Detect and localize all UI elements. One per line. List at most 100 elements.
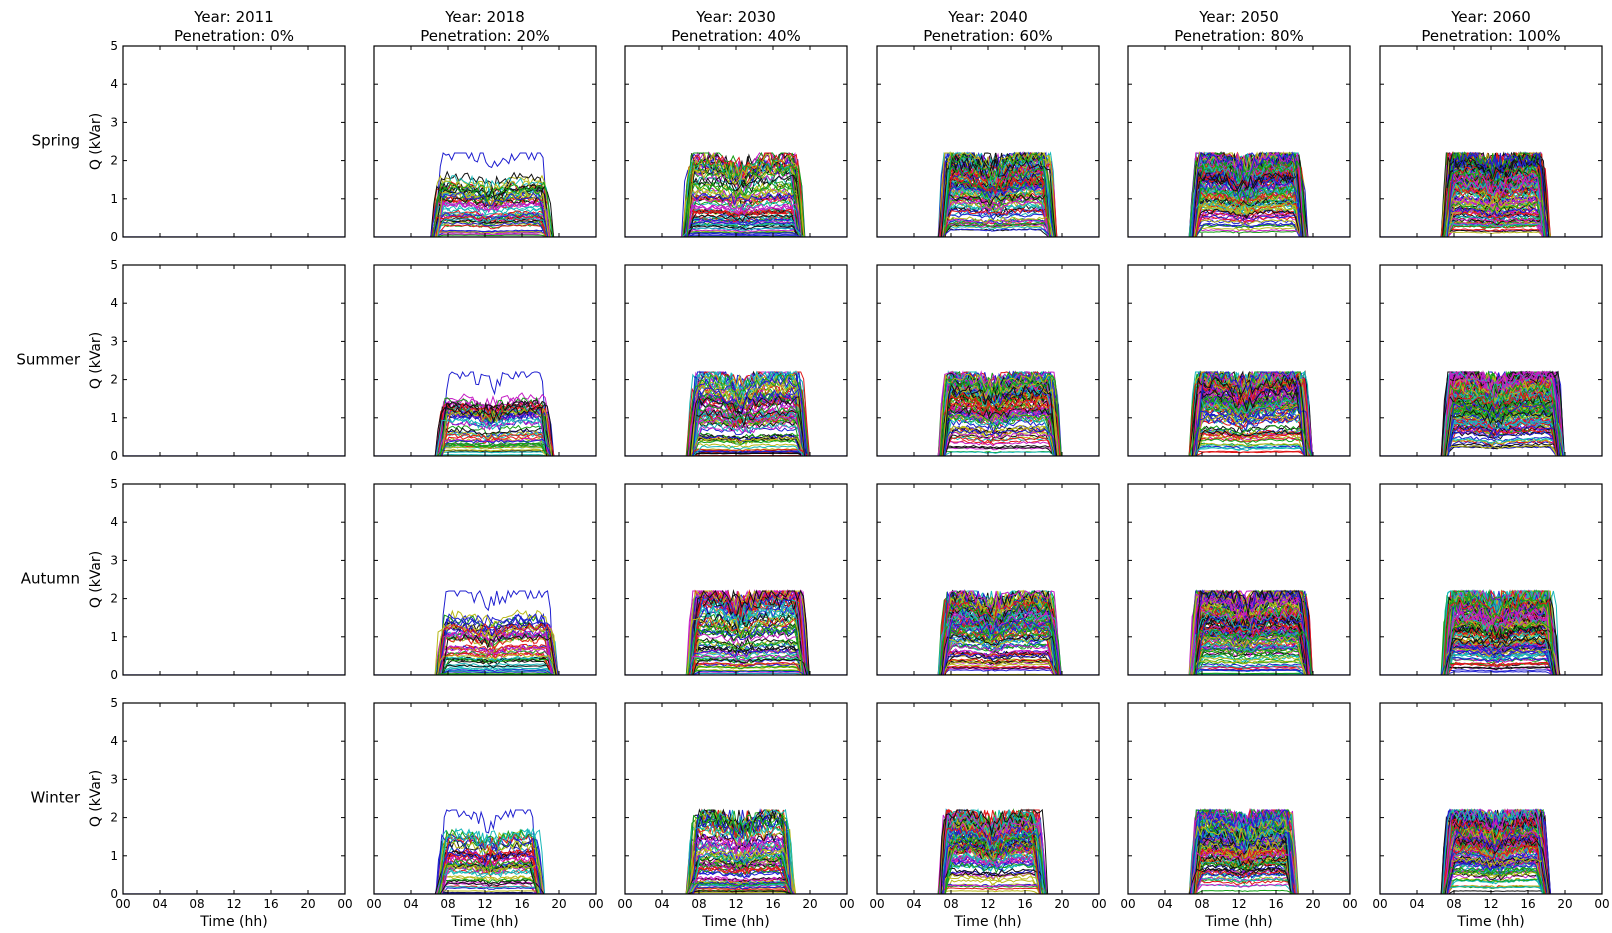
series-line — [688, 403, 806, 456]
series-line — [1193, 200, 1302, 237]
series-line — [1445, 867, 1544, 894]
series-line — [437, 622, 557, 675]
series-line — [940, 225, 1050, 237]
series-line — [438, 808, 539, 894]
series-line — [939, 371, 1058, 456]
series-line — [435, 411, 548, 456]
series-line — [436, 190, 549, 237]
x-axis-label: Time (hh) — [1204, 914, 1272, 930]
series-line — [1445, 670, 1555, 675]
series-line — [1443, 625, 1554, 675]
x-tick-label: 16 — [514, 897, 529, 911]
series-line — [688, 443, 803, 456]
series-line — [434, 623, 558, 675]
series-line — [1444, 835, 1551, 894]
series-line — [1447, 424, 1558, 456]
series-line — [1193, 664, 1306, 675]
subplot — [1127, 45, 1351, 238]
series-line — [1189, 159, 1307, 237]
x-tick-label: 08 — [1446, 897, 1461, 911]
series-line — [440, 438, 552, 456]
series-line — [1189, 864, 1293, 894]
plot-frame — [876, 483, 1100, 676]
x-tick-label: 04 — [152, 897, 167, 911]
series-line — [1190, 884, 1294, 894]
series-line — [686, 882, 793, 894]
series-line — [938, 868, 1048, 894]
series-line — [441, 404, 555, 456]
series-line — [689, 645, 802, 675]
series-line — [942, 416, 1054, 456]
x-tick-label: 12 — [1483, 897, 1498, 911]
x-tick-label: 20 — [551, 897, 566, 911]
series-line — [685, 655, 807, 675]
plot-frame — [624, 264, 848, 457]
series-line — [435, 635, 556, 675]
series-line — [940, 413, 1057, 456]
series-lines — [877, 589, 1099, 675]
series-line — [692, 386, 806, 456]
series-line — [435, 234, 551, 237]
series-line — [688, 886, 791, 894]
series-line — [944, 206, 1052, 237]
series-line — [1444, 165, 1547, 237]
series-line — [692, 589, 806, 675]
column-title-year: Year: 2050 — [1198, 8, 1279, 26]
series-line — [688, 810, 788, 894]
series-line — [940, 808, 1049, 894]
series-line — [1189, 668, 1305, 675]
series-lines — [1380, 807, 1602, 894]
series-line — [686, 654, 806, 675]
series-line — [938, 191, 1053, 237]
x-tick-label: 16 — [1017, 897, 1032, 911]
series-line — [1447, 419, 1565, 456]
series-line — [684, 191, 801, 237]
series-line — [939, 852, 1041, 894]
series-line — [943, 152, 1051, 237]
series-line — [440, 832, 540, 894]
series-line — [1193, 859, 1293, 894]
series-line — [943, 406, 1059, 456]
series-line — [441, 887, 541, 894]
subplot — [373, 264, 597, 457]
series-line — [691, 865, 792, 894]
series-lines — [1380, 588, 1602, 675]
series-line — [1194, 589, 1308, 675]
series-line — [1445, 224, 1546, 237]
series-line — [942, 181, 1055, 237]
series-line — [440, 655, 556, 675]
x-tick-label: 16 — [1268, 897, 1283, 911]
series-line — [440, 370, 549, 456]
series-line — [1193, 672, 1312, 675]
series-line — [944, 879, 1041, 894]
series-line — [940, 884, 1044, 894]
plot-frame — [122, 702, 346, 895]
series-line — [1190, 589, 1308, 675]
row-label-season: Spring — [32, 132, 80, 150]
series-line — [1444, 409, 1559, 456]
series-line — [941, 444, 1058, 456]
series-line — [435, 419, 550, 456]
subplot — [1127, 483, 1351, 676]
series-line — [943, 427, 1056, 456]
y-axis-label: Q (kVar) — [88, 551, 104, 608]
series-line — [430, 184, 555, 237]
series-line — [687, 623, 805, 675]
series-line — [688, 871, 794, 894]
series-line — [1192, 609, 1313, 675]
series-line — [440, 609, 555, 675]
series-line — [687, 213, 805, 237]
series-line — [690, 604, 803, 675]
series-line — [687, 225, 799, 237]
series-line — [438, 646, 559, 675]
series-line — [942, 617, 1062, 675]
series-line — [942, 380, 1059, 456]
subplot — [373, 45, 597, 238]
series-line — [1442, 200, 1546, 237]
series-line — [440, 892, 541, 894]
series-line — [692, 419, 805, 456]
x-tick-label: 08 — [440, 897, 455, 911]
series-lines — [1128, 370, 1350, 456]
series-line — [437, 454, 547, 456]
series-line — [430, 192, 549, 237]
